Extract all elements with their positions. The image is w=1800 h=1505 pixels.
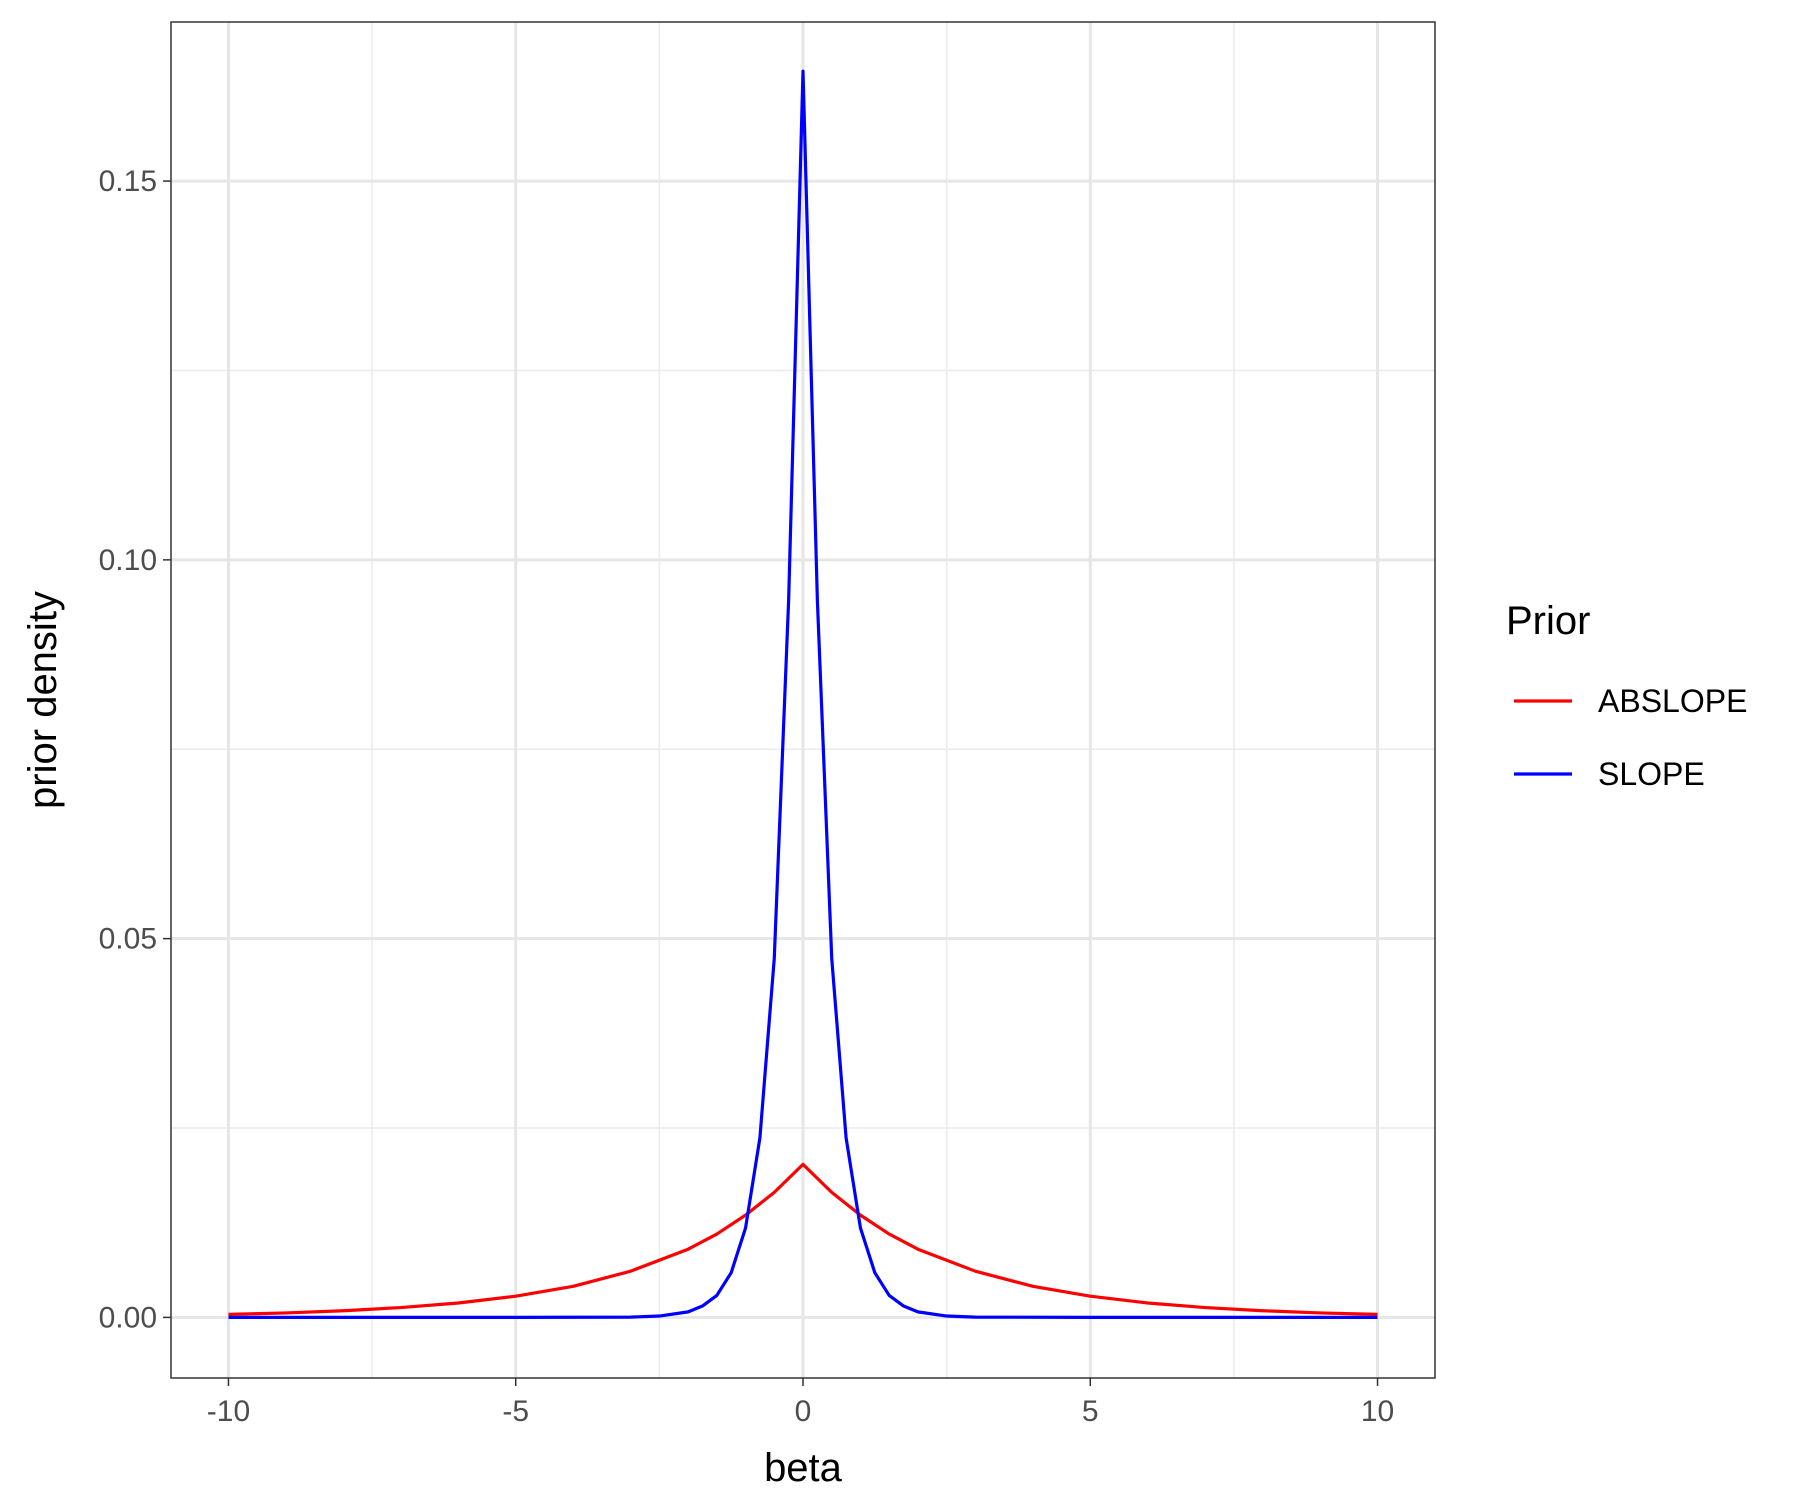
series-line-abslope	[228, 1162, 1378, 1316]
x-axis: -10 -5 0 5 10	[207, 1378, 1394, 1428]
x-tick-label: -5	[502, 1395, 529, 1428]
x-tick-label: 0	[795, 1395, 812, 1428]
x-tick-label: -10	[207, 1395, 250, 1428]
series-layer	[228, 69, 1378, 1319]
legend-label-abslope: ABSLOPE	[1598, 683, 1747, 719]
y-tick-label: 0.05	[99, 923, 157, 956]
y-tick-label: 0.00	[99, 1301, 157, 1334]
legend-items: ABSLOPE SLOPE	[1514, 683, 1747, 792]
x-tick-label: 10	[1361, 1395, 1394, 1428]
y-axis: 0.00 0.05 0.10 0.15	[99, 165, 171, 1334]
y-tick-label: 0.15	[99, 165, 157, 198]
y-tick-label: 0.10	[99, 544, 157, 577]
grid-major	[171, 22, 1435, 1378]
x-tick-label: 5	[1082, 1395, 1099, 1428]
y-axis-title: prior density	[21, 591, 65, 809]
x-axis-title: beta	[764, 1446, 843, 1490]
legend-title: Prior	[1506, 599, 1590, 643]
series-line-slope	[228, 69, 1378, 1319]
legend: Prior ABSLOPE SLOPE	[1506, 599, 1747, 792]
legend-label-slope: SLOPE	[1598, 756, 1705, 792]
